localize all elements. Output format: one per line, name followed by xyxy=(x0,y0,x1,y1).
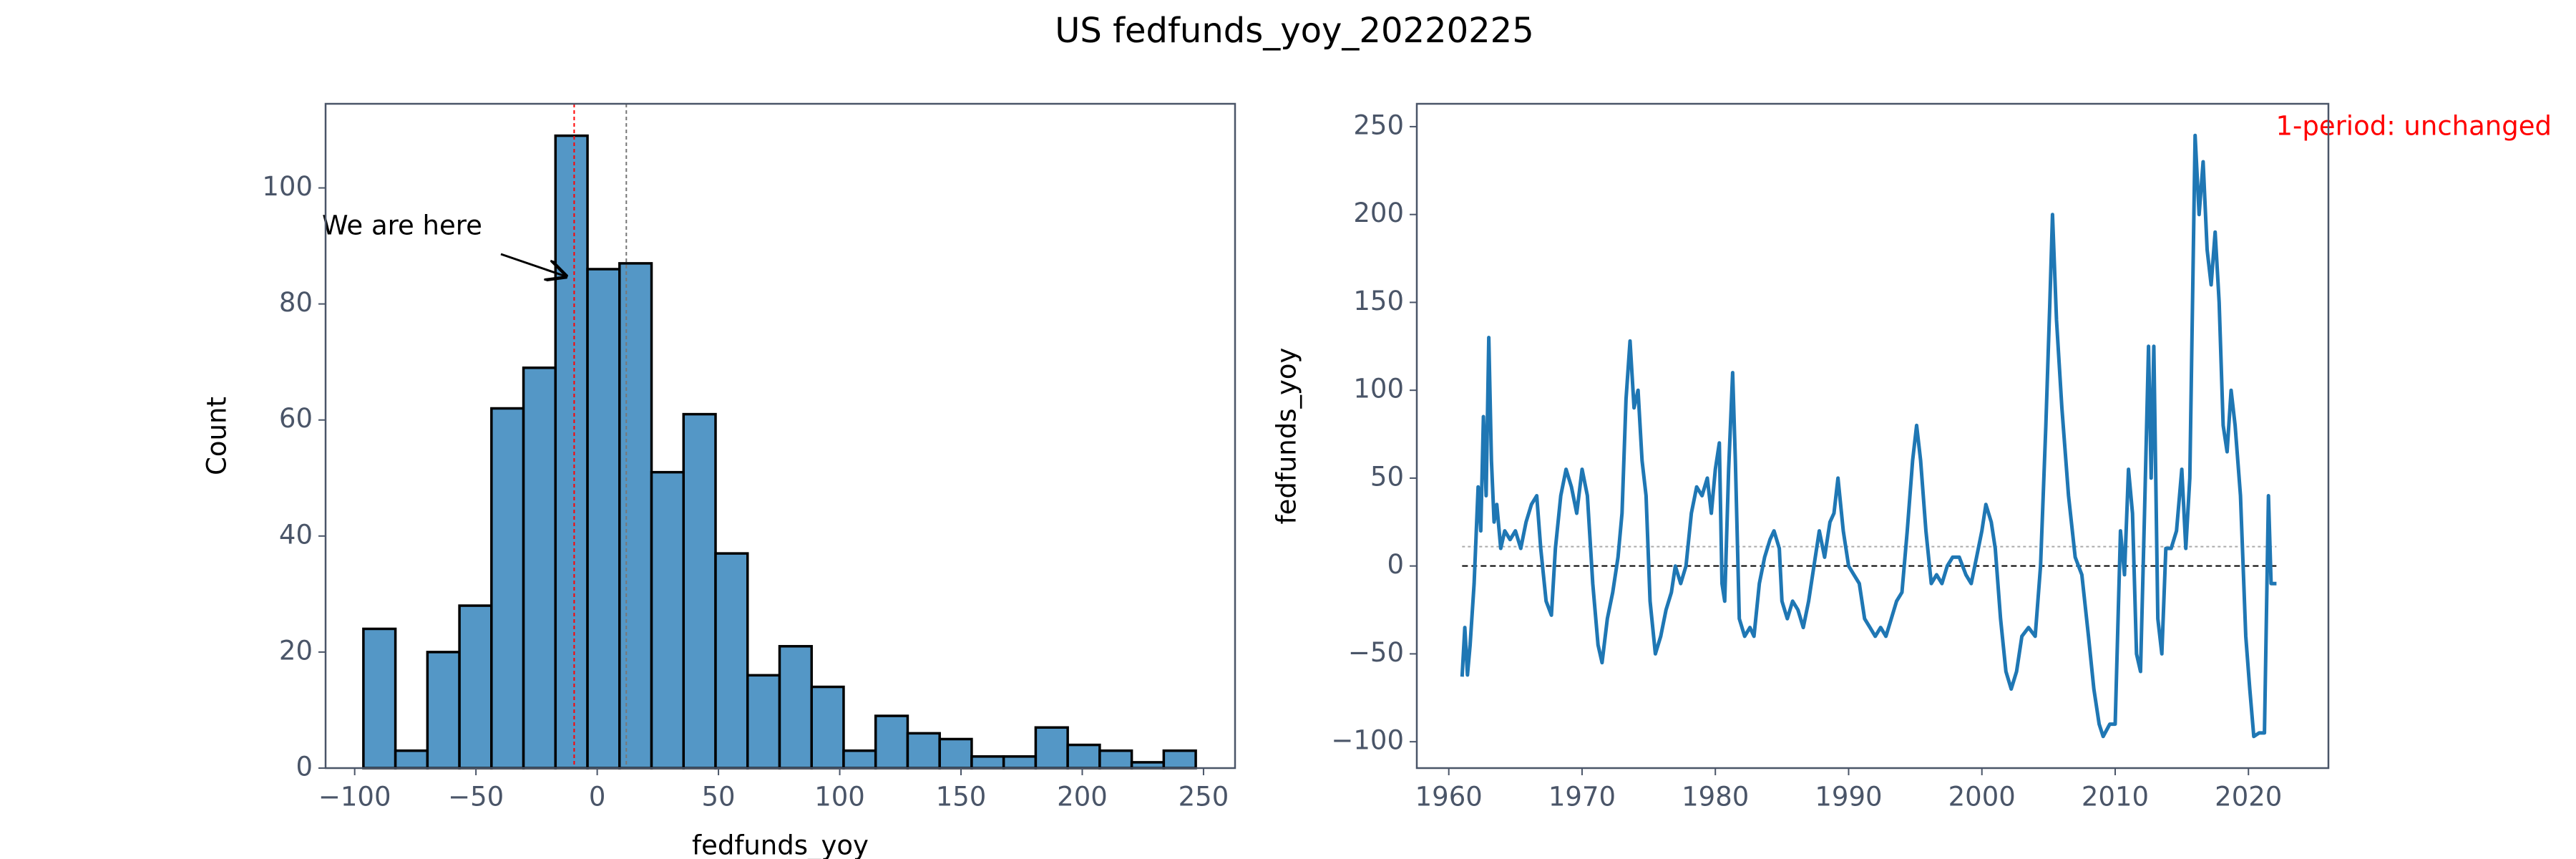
bar xyxy=(810,685,845,770)
bar xyxy=(554,134,589,770)
annotation-text: We are here xyxy=(322,210,482,241)
y-tick-label: −50 xyxy=(1348,637,1404,668)
x-tick-label: 50 xyxy=(702,782,736,812)
axes-frame xyxy=(324,102,1236,770)
x-tick-label: 150 xyxy=(936,782,987,812)
bar xyxy=(906,732,941,770)
bar xyxy=(426,651,461,770)
bar xyxy=(874,714,909,770)
x-tick-label: 2010 xyxy=(2082,782,2149,812)
x-tick-label: 250 xyxy=(1179,782,1229,812)
x-tick-label: 1980 xyxy=(1682,782,1749,812)
y-tick-label: 0 xyxy=(296,752,313,782)
bar xyxy=(650,470,686,770)
bar xyxy=(778,645,813,770)
y-tick-label: −100 xyxy=(1331,725,1404,756)
x-tick-label: 0 xyxy=(589,782,606,812)
bar xyxy=(362,627,397,770)
bar xyxy=(618,262,653,770)
bar xyxy=(394,749,429,770)
x-axis-label: fedfunds_yoy xyxy=(692,830,869,859)
bar xyxy=(714,552,749,770)
y-axis-label: fedfunds_yoy xyxy=(1272,348,1302,525)
status-note: 1-period: unchanged xyxy=(2275,111,2552,142)
annotation-arrow xyxy=(500,253,565,276)
axes-frame xyxy=(1415,102,2330,770)
bar xyxy=(522,367,557,770)
x-tick-label: 200 xyxy=(1057,782,1108,812)
bar xyxy=(1034,726,1069,770)
y-tick-label: 80 xyxy=(279,287,313,318)
bar xyxy=(746,674,781,770)
bar xyxy=(1002,755,1038,770)
y-tick-label: 40 xyxy=(279,519,313,550)
bar xyxy=(938,737,973,770)
y-tick-label: 50 xyxy=(1370,461,1404,492)
y-tick-label: 60 xyxy=(279,403,313,434)
x-tick-label: 2000 xyxy=(1948,782,2016,812)
y-tick-label: 100 xyxy=(1353,374,1404,404)
x-tick-label: −50 xyxy=(448,782,504,812)
bar xyxy=(586,268,621,770)
bar xyxy=(1098,749,1133,770)
bar xyxy=(490,407,525,770)
bar xyxy=(458,604,493,770)
bar xyxy=(842,749,877,770)
x-tick-label: −100 xyxy=(318,782,391,812)
x-tick-label: 100 xyxy=(814,782,865,812)
bar xyxy=(1066,743,1101,770)
y-tick-label: 250 xyxy=(1353,110,1404,140)
data-line xyxy=(1460,133,2277,739)
bar xyxy=(682,412,717,770)
x-tick-label: 1960 xyxy=(1415,782,1483,812)
figure-title: US fedfunds_yoy_20220225 xyxy=(1055,11,1533,51)
y-tick-label: 0 xyxy=(1387,549,1404,580)
bar xyxy=(970,755,1005,770)
x-tick-label: 1970 xyxy=(1548,782,1616,812)
x-tick-label: 1990 xyxy=(1815,782,1882,812)
y-tick-label: 20 xyxy=(279,635,313,666)
y-tick-label: 100 xyxy=(262,171,313,202)
y-tick-label: 200 xyxy=(1353,198,1404,228)
bar xyxy=(1162,749,1197,770)
x-tick-label: 2020 xyxy=(2215,782,2282,812)
y-axis-label: Count xyxy=(202,397,233,475)
y-tick-label: 150 xyxy=(1353,286,1404,316)
